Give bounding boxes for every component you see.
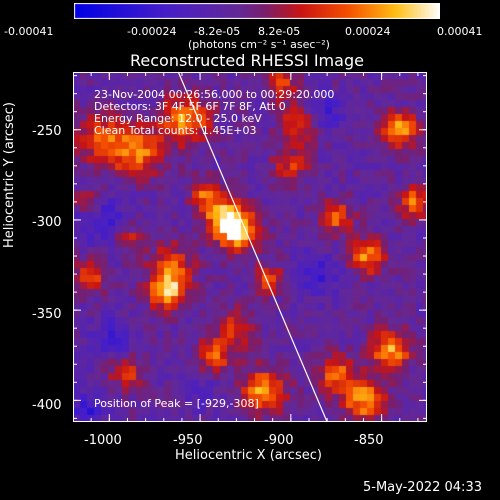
colorbar-tick-label: 0.00024: [345, 25, 391, 38]
colorbar-tick-label: 0.00041: [437, 25, 483, 38]
clean-counts-label: Clean Total counts: 1.45E+03: [94, 124, 257, 137]
x-tick-label: -850: [354, 433, 384, 448]
colorbar-tick-label: -8.2e-05: [194, 25, 241, 38]
colorbar-tick-label: -0.00024: [127, 25, 177, 38]
colorbar: [74, 3, 440, 19]
x-tick-label: -1000: [84, 433, 122, 448]
y-tick-label: -400: [32, 398, 62, 413]
y-tick-label: -300: [32, 215, 62, 230]
y-tick-label: -250: [32, 124, 62, 139]
timestamp: 5-May-2022 04:33: [363, 480, 482, 495]
y-tick-label: -350: [32, 307, 62, 322]
peak-position-label: Position of Peak = [-929,-308]: [94, 397, 259, 410]
y-axis-label: Heliocentric Y (arcsec): [2, 102, 17, 248]
colorbar-tick-label: 8.2e-05: [258, 25, 301, 38]
chart-title: Reconstructed RHESSI Image: [130, 51, 364, 70]
x-tick-label: -900: [264, 433, 294, 448]
time-range-label: 23-Nov-2004 00:26:56.000 to 00:29:20.000: [94, 88, 335, 101]
x-tick-label: -950: [173, 433, 203, 448]
detectors-label: Detectors: 3F 4F 5F 6F 7F 8F, Att 0: [94, 100, 286, 113]
colorbar-tick-label: -0.00041: [4, 25, 54, 38]
energy-range-label: Energy Range: 12.0 - 25.0 keV: [94, 112, 262, 125]
x-axis-label: Heliocentric X (arcsec): [175, 448, 322, 463]
colorbar-units: (photons cm⁻² s⁻¹ asec⁻²): [188, 38, 330, 51]
